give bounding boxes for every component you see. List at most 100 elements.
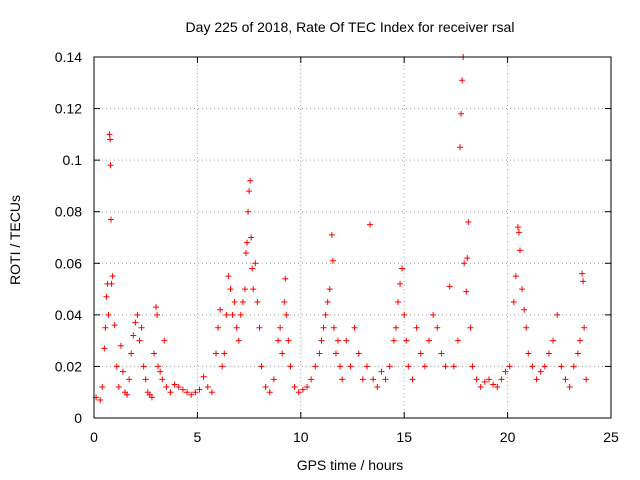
data-point (529, 363, 536, 370)
data-point (461, 260, 468, 267)
x-tick-label: 5 (194, 429, 202, 445)
data-point (235, 337, 242, 344)
data-point (339, 376, 346, 383)
data-point (494, 384, 501, 391)
x-tick-label: 0 (90, 429, 98, 445)
data-point (256, 324, 263, 331)
data-point (498, 376, 505, 383)
data-point (150, 350, 157, 357)
data-point (138, 324, 145, 331)
data-point (330, 324, 337, 331)
data-point (107, 136, 114, 143)
data-point (246, 188, 253, 195)
x-axis-label: GPS time / hours (297, 457, 404, 473)
grid (94, 57, 611, 418)
data-point (244, 239, 251, 246)
data-point (179, 386, 186, 393)
y-tick-label: 0.08 (55, 204, 82, 220)
data-point (363, 363, 370, 370)
data-point (153, 304, 160, 311)
data-point (463, 288, 470, 295)
data-point (109, 273, 116, 280)
data-point (102, 324, 109, 331)
data-point (576, 337, 583, 344)
data-point (221, 350, 228, 357)
data-point (359, 376, 366, 383)
data-point (458, 110, 465, 117)
data-point (184, 389, 191, 396)
data-point (277, 324, 284, 331)
data-point (99, 384, 106, 391)
data-point (239, 298, 246, 305)
data-point (108, 280, 115, 287)
data-point (459, 77, 466, 84)
data-point (241, 286, 248, 293)
data-point (107, 216, 114, 223)
data-point (580, 278, 587, 285)
data-point (188, 391, 195, 398)
data-point (409, 376, 416, 383)
data-point (370, 376, 377, 383)
data-point (394, 298, 401, 305)
y-tick-label: 0.1 (63, 152, 83, 168)
data-point (128, 350, 135, 357)
data-point (115, 384, 122, 391)
data-point (142, 376, 149, 383)
x-tick-label: 15 (396, 429, 412, 445)
data-point (237, 311, 244, 318)
data-point (545, 350, 552, 357)
data-point (111, 322, 118, 329)
y-tick-label: 0.06 (55, 255, 82, 271)
data-point (583, 376, 590, 383)
data-point (335, 337, 342, 344)
data-point (550, 337, 557, 344)
y-tick-label: 0.04 (55, 307, 82, 323)
data-point (378, 368, 385, 375)
data-point (392, 324, 399, 331)
data-point (225, 273, 232, 280)
data-point (233, 324, 240, 331)
data-point (318, 337, 325, 344)
data-point (519, 286, 526, 293)
data-point (275, 337, 282, 344)
data-point (249, 265, 256, 272)
data-point (159, 376, 166, 383)
data-point (446, 283, 453, 290)
data-point (566, 384, 573, 391)
data-point (430, 311, 437, 318)
data-point (413, 324, 420, 331)
data-point (132, 319, 139, 326)
data-points (93, 54, 590, 403)
data-point (390, 337, 397, 344)
data-point (155, 363, 162, 370)
data-point (167, 389, 174, 396)
data-point (140, 363, 147, 370)
data-point (320, 324, 327, 331)
y-tick-label: 0.14 (55, 49, 82, 65)
data-point (291, 384, 298, 391)
data-point (438, 350, 445, 357)
data-point (465, 219, 472, 226)
data-point (329, 257, 336, 264)
data-point (570, 363, 577, 370)
data-point (473, 376, 480, 383)
data-point (574, 350, 581, 357)
data-point (510, 298, 517, 305)
data-point (464, 255, 471, 262)
data-point (134, 311, 141, 318)
data-point (403, 337, 410, 344)
data-point (227, 286, 234, 293)
data-point (287, 363, 294, 370)
data-point (502, 368, 509, 375)
y-tick-label: 0.12 (55, 101, 82, 117)
data-point (229, 311, 236, 318)
data-point (485, 376, 492, 383)
data-point (490, 381, 497, 388)
data-point (581, 324, 588, 331)
data-point (252, 260, 259, 267)
data-point (506, 363, 513, 370)
axis-ticks (93, 56, 612, 419)
data-point (223, 311, 230, 318)
plot-frame (93, 56, 612, 419)
